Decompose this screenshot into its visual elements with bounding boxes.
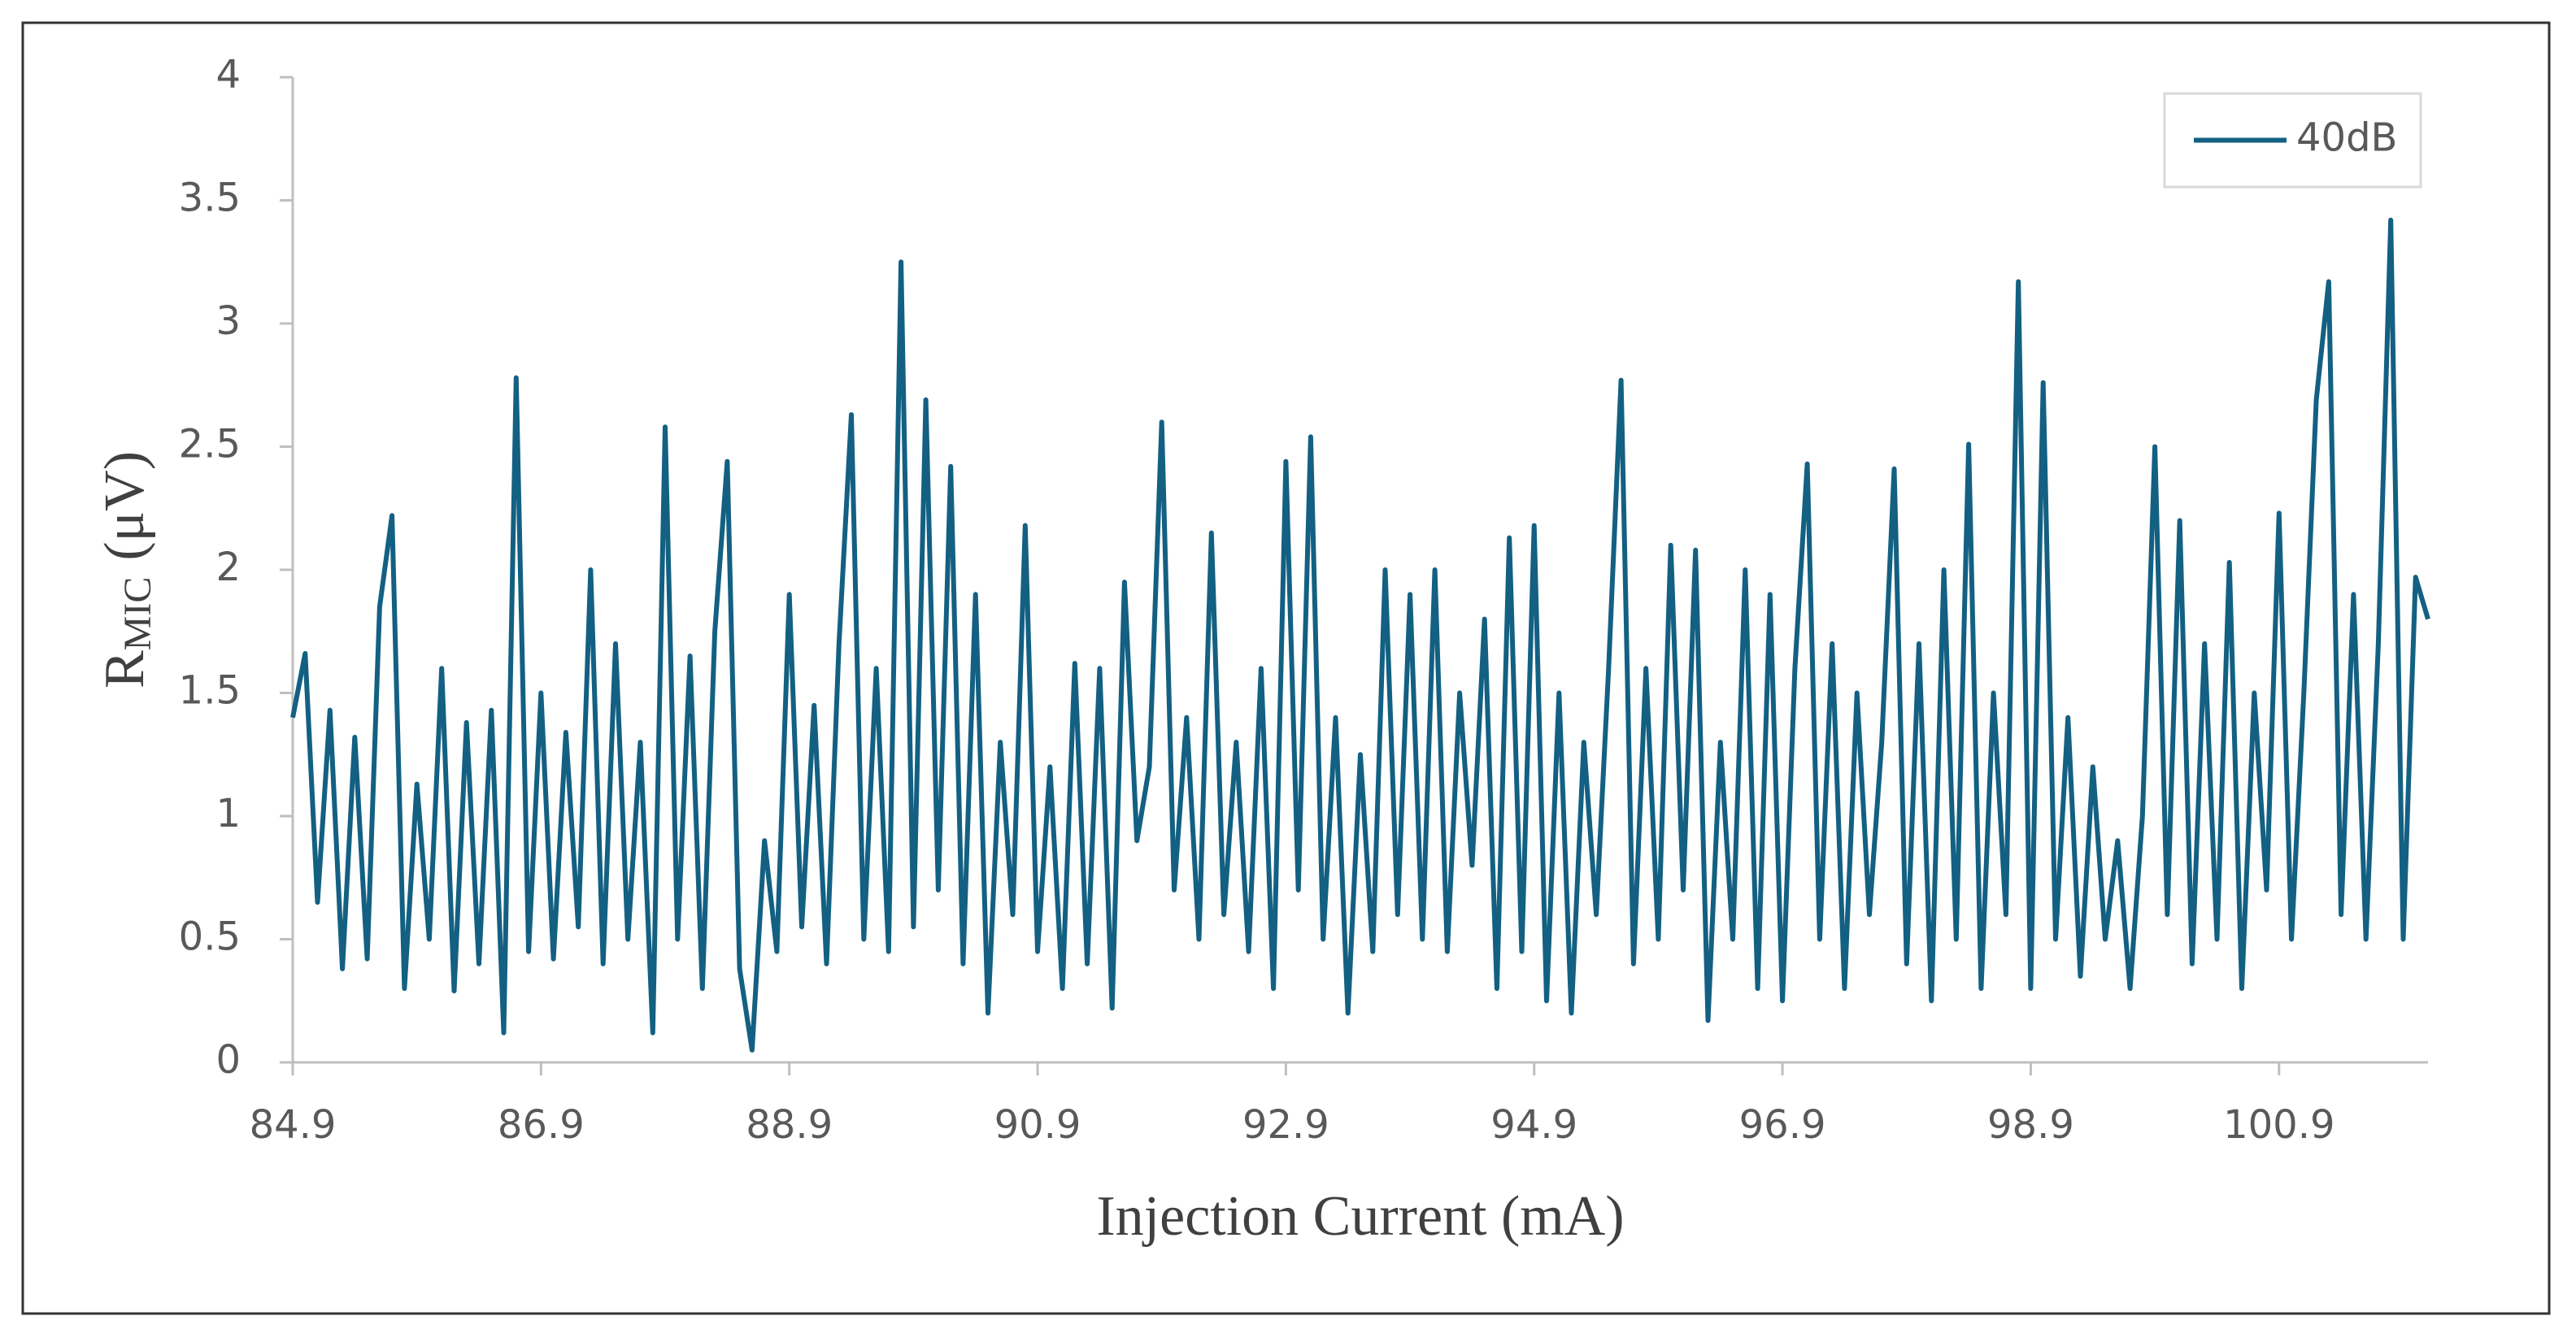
x-tick-label: 96.9 — [1739, 1102, 1826, 1148]
x-axis-title: Injection Current (mA) — [1096, 1185, 1624, 1248]
x-tick-label: 84.9 — [250, 1102, 337, 1148]
y-tick-label: 0 — [215, 1037, 241, 1083]
y-tick-label: 1 — [215, 791, 241, 836]
x-tick-label: 88.9 — [746, 1102, 833, 1148]
y-axis-title: RMIC (μV) — [94, 451, 159, 688]
x-tick-label: 98.9 — [1987, 1102, 2074, 1148]
x-tick-label: 92.9 — [1242, 1102, 1329, 1148]
x-tick-label: 86.9 — [498, 1102, 585, 1148]
y-tick-label: 2.5 — [179, 422, 241, 467]
y-tick-label: 1.5 — [179, 668, 241, 714]
y-title-unit: (μV) — [94, 451, 156, 561]
legend-label: 40dB — [2296, 115, 2397, 161]
y-tick-label: 3 — [215, 298, 241, 344]
y-tick-label: 3.5 — [179, 176, 241, 221]
data-line — [290, 217, 2430, 1053]
y-title-main: R — [94, 650, 156, 688]
y-tick-label: 0.5 — [179, 914, 241, 960]
x-tick-label: 90.9 — [994, 1102, 1081, 1148]
y-tick-label: 4 — [215, 52, 241, 98]
x-tick-label: 94.9 — [1490, 1102, 1577, 1148]
y-tick-label: 2 — [215, 545, 241, 590]
y-title-sub: MIC — [116, 577, 159, 651]
x-tick-label: 100.9 — [2223, 1102, 2334, 1148]
